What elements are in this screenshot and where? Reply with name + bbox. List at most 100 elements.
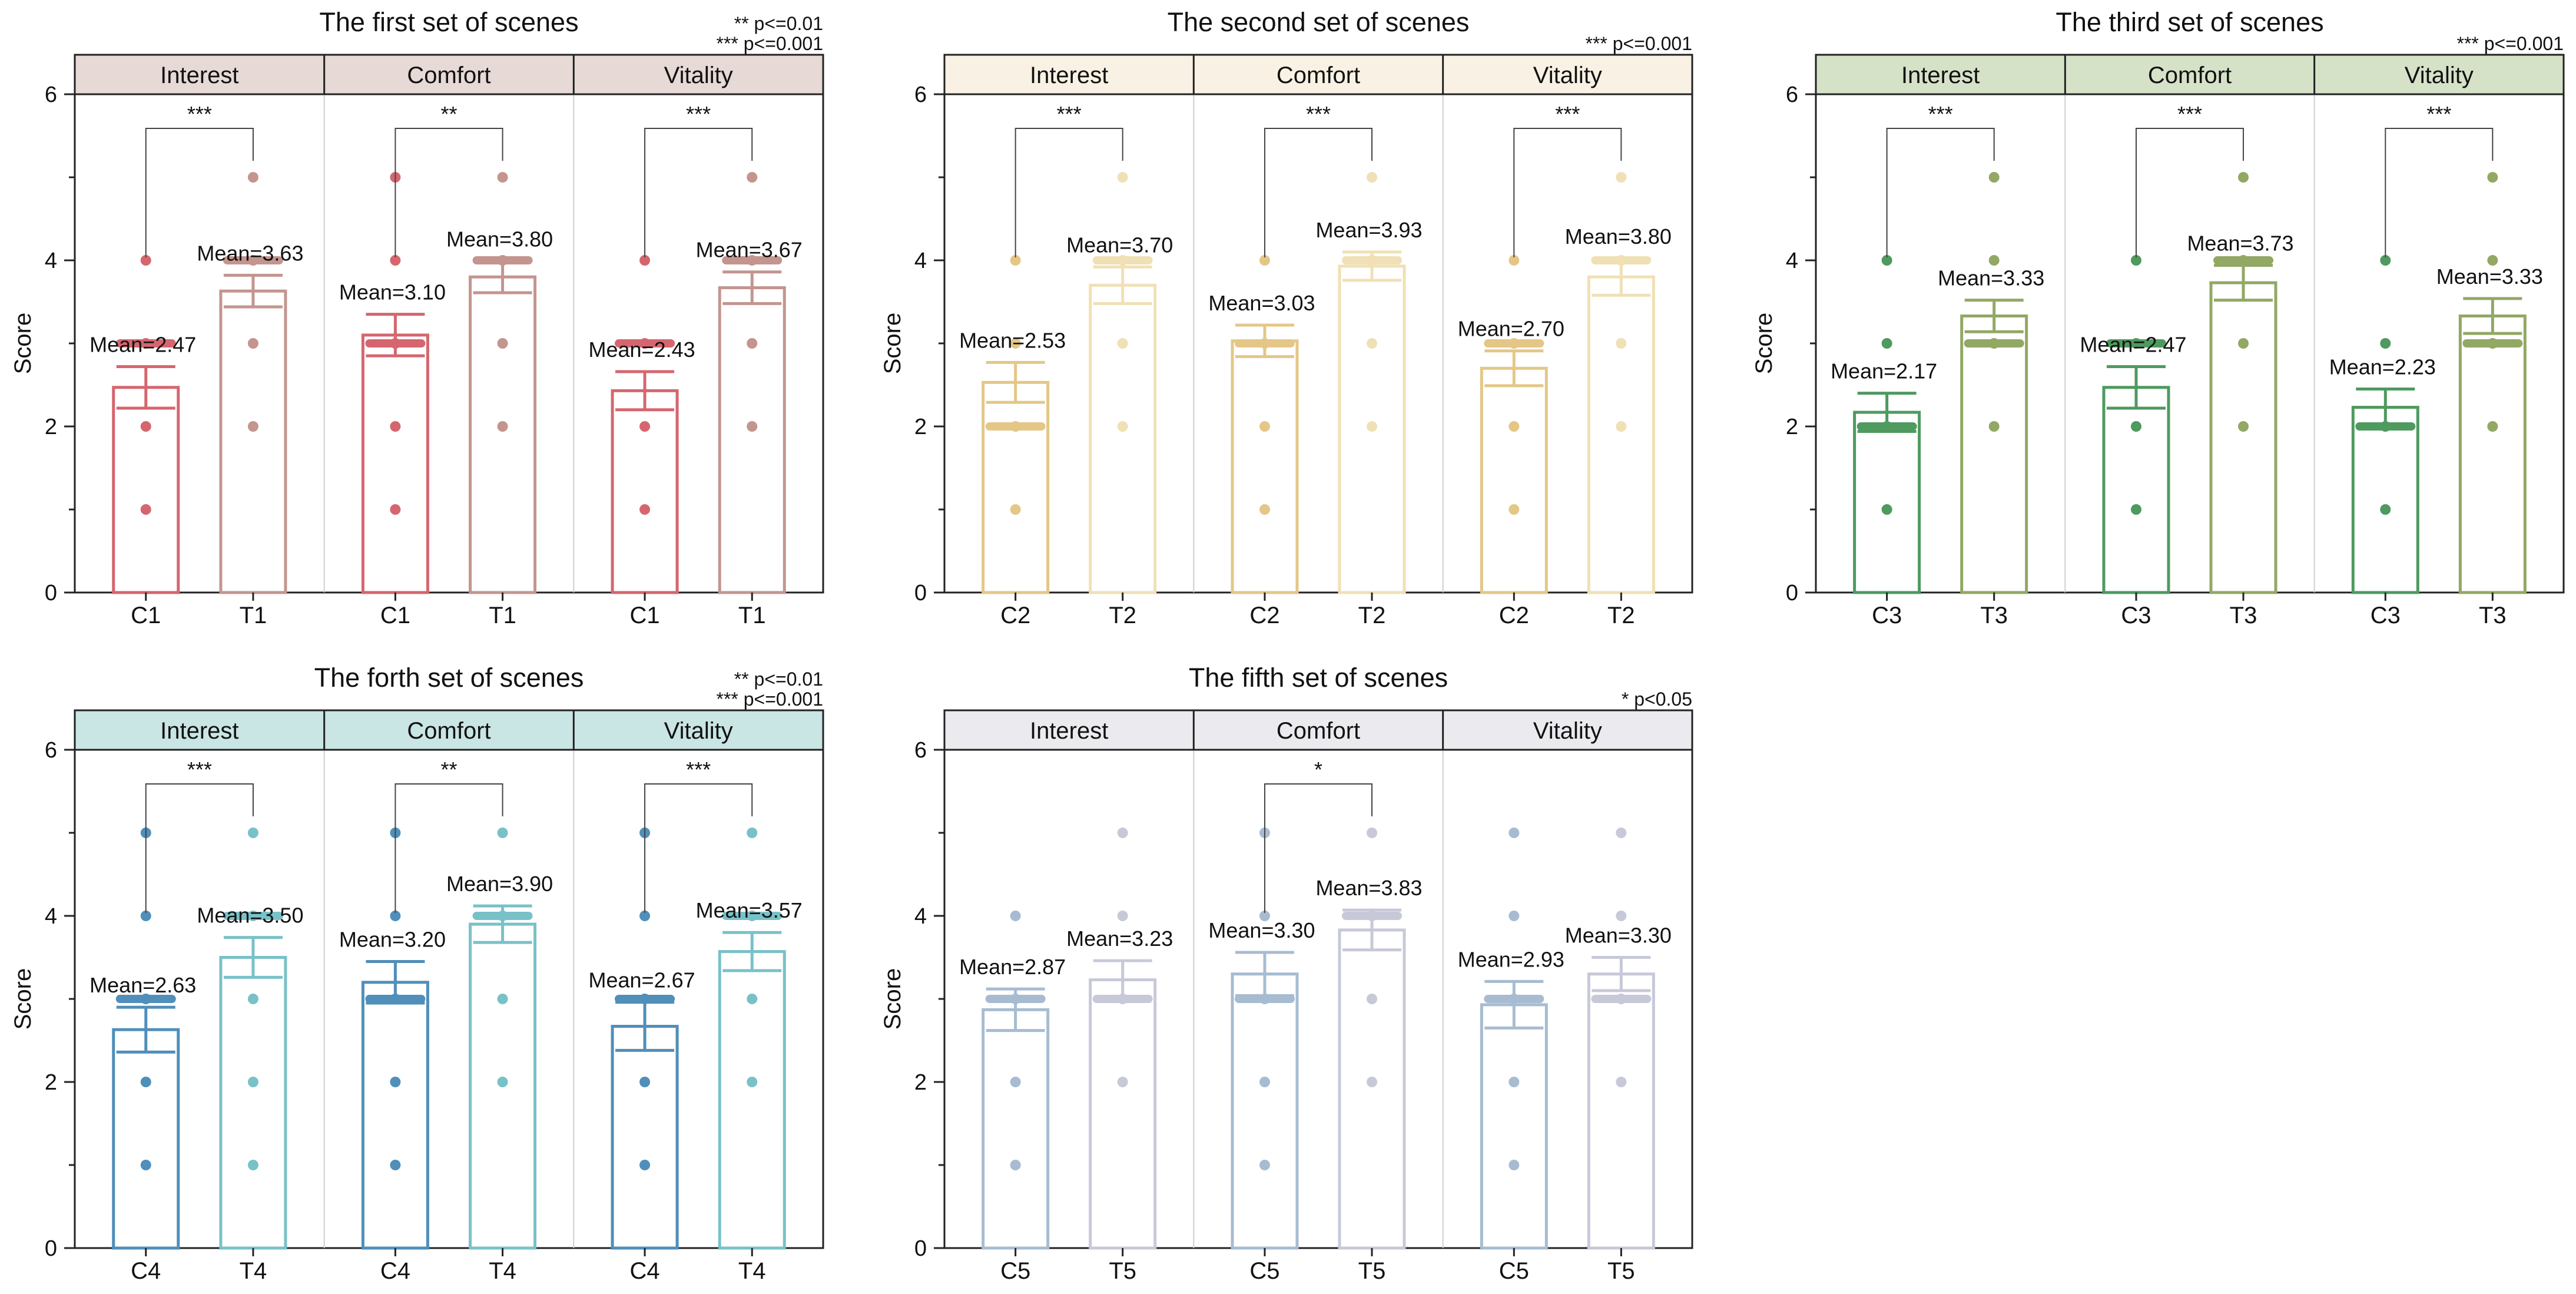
bar-c3 <box>2351 406 2419 594</box>
data-point <box>1117 421 1128 432</box>
facet-label: Interest <box>160 62 238 88</box>
dense-points <box>223 912 283 920</box>
mean-label: Mean=2.47 <box>89 332 196 356</box>
dense-points <box>1964 339 2024 348</box>
x-tick-label: T5 <box>1109 1258 1136 1284</box>
y-tick-label: 2 <box>45 415 57 439</box>
data-point <box>1367 994 1378 1004</box>
mean-label: Mean=2.47 <box>2080 332 2186 356</box>
x-tick-label: T1 <box>738 603 766 628</box>
mean-label: Mean=3.33 <box>1938 266 2044 290</box>
data-point <box>747 1077 758 1087</box>
data-point <box>1259 1077 1270 1087</box>
panel-3: The third set of scenes *** p<=0.001 Inter… <box>1751 7 2565 628</box>
mean-label: Mean=2.63 <box>89 973 196 997</box>
y-tick-label: 6 <box>45 738 57 763</box>
bar-t3 <box>2458 314 2527 594</box>
data-point <box>1259 504 1270 515</box>
bar-c1 <box>112 386 180 594</box>
data-point <box>1117 1077 1128 1087</box>
data-point <box>1259 1160 1270 1170</box>
significance-bracket <box>1264 128 1373 257</box>
data-point <box>2238 338 2249 349</box>
data-point <box>1509 421 1520 432</box>
data-point <box>2238 421 2249 432</box>
facet-label: Vitality <box>1533 718 1602 744</box>
dense-points <box>985 422 1046 431</box>
y-tick-label: 2 <box>914 1070 927 1095</box>
significance-stars: *** <box>686 102 711 126</box>
bar-t3 <box>2209 281 2277 594</box>
mean-label: Mean=2.53 <box>959 328 1066 352</box>
significance-stars: ** <box>440 102 457 126</box>
significance-bracket <box>1886 128 1995 257</box>
x-tick-label: T5 <box>1358 1258 1386 1284</box>
data-point <box>1117 172 1128 183</box>
y-tick-label: 0 <box>914 581 927 605</box>
data-point <box>2130 255 2141 266</box>
mean-label: Mean=2.87 <box>959 955 1066 979</box>
data-point <box>1367 172 1378 183</box>
significance-note: *** p<=0.001 <box>717 33 824 54</box>
mean-label: Mean=2.23 <box>2329 355 2436 379</box>
x-tick-label: C2 <box>1499 603 1529 628</box>
mean-label: Mean=3.57 <box>696 898 803 922</box>
data-point <box>1117 911 1128 921</box>
data-point <box>1117 338 1128 349</box>
panel-4: The forth set of scenes ** p<=0.01*** p<=… <box>10 663 824 1284</box>
data-point <box>497 338 508 349</box>
y-tick-label: 4 <box>1786 249 1798 273</box>
y-tick-label: 4 <box>45 249 57 273</box>
data-point <box>1616 338 1627 349</box>
bar-c2 <box>1231 339 1299 594</box>
data-point <box>639 421 651 432</box>
significance-bracket <box>145 783 254 913</box>
data-point <box>2238 172 2249 183</box>
x-tick-label: C1 <box>131 603 161 628</box>
data-point <box>1881 255 1892 266</box>
facet-label: Comfort <box>407 718 490 744</box>
significance-bracket <box>644 783 753 913</box>
mean-label: Mean=3.80 <box>1565 224 1672 249</box>
x-tick-label: C1 <box>380 603 410 628</box>
data-point <box>1010 338 1021 349</box>
dense-points <box>722 256 783 264</box>
plot-frame <box>943 749 1693 1249</box>
x-tick-label: C4 <box>630 1258 660 1284</box>
significance-stars: *** <box>1306 102 1331 126</box>
x-tick-label: T3 <box>2479 603 2507 628</box>
facet-label: Interest <box>160 718 238 744</box>
x-tick-label: T1 <box>489 603 516 628</box>
x-tick-label: T4 <box>738 1258 766 1284</box>
data-point <box>1616 421 1627 432</box>
y-axis-label: Score <box>880 313 906 375</box>
significance-stars: *** <box>2426 102 2451 126</box>
data-point <box>497 994 508 1004</box>
x-tick-label: C5 <box>1499 1258 1529 1284</box>
bar-c4 <box>611 1025 679 1250</box>
data-point <box>140 255 151 266</box>
data-point <box>2487 172 2498 183</box>
x-tick-label: C2 <box>1249 603 1279 628</box>
data-point <box>1010 1160 1021 1170</box>
data-point <box>2130 421 2141 432</box>
dense-points <box>223 256 283 264</box>
mean-label: Mean=3.03 <box>1208 291 1315 315</box>
mean-label: Mean=2.67 <box>589 968 695 992</box>
data-point <box>497 828 508 838</box>
panel-title: The fifth set of scenes <box>1189 663 1448 693</box>
data-point <box>1616 911 1627 921</box>
plot-frame <box>74 749 824 1249</box>
data-point <box>497 1077 508 1087</box>
data-point <box>1509 911 1520 921</box>
data-point <box>747 994 758 1004</box>
y-tick-label: 4 <box>914 249 927 273</box>
y-tick-label: 6 <box>1786 82 1798 107</box>
facet-label: Comfort <box>1277 62 1360 88</box>
bar-c2 <box>982 380 1050 594</box>
significance-note: ** p<=0.01 <box>734 13 823 34</box>
facet-label: Interest <box>1901 62 1980 88</box>
data-point <box>247 994 258 1004</box>
data-point <box>390 421 401 432</box>
